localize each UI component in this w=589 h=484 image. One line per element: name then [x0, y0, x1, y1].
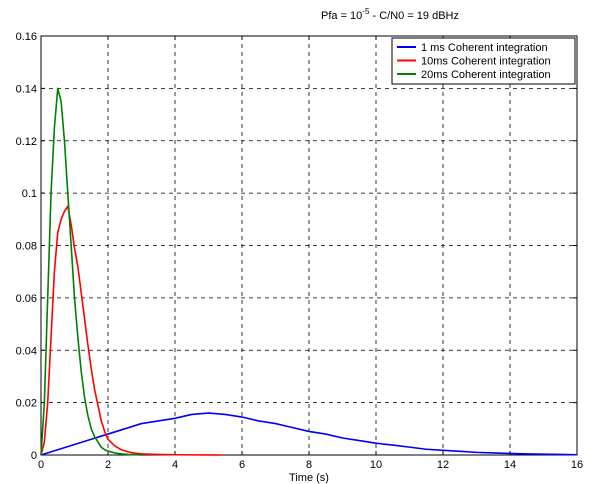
title-exponent: -5: [362, 7, 370, 16]
title-text-suffix: - C/N0 = 19 dBHz: [369, 10, 459, 22]
x-tick-label: 6: [239, 459, 245, 471]
series-lines: [40, 87, 578, 456]
x-axis-label: Time (s): [289, 472, 329, 484]
y-tick-label: 0.16: [16, 31, 37, 43]
legend-items: 1 ms Coherent integration 10ms Coherent i…: [397, 42, 551, 81]
legend-label: 10ms Coherent integration: [421, 56, 551, 68]
y-tick-label: 0.1: [22, 188, 37, 200]
x-tick-label: 12: [437, 459, 449, 471]
y-tick-label: 0: [31, 450, 37, 462]
x-tick-label: 8: [306, 459, 312, 471]
y-tick-label: 0.02: [16, 398, 37, 410]
y-tick-label: 0.04: [16, 345, 37, 357]
x-tick-label: 2: [105, 459, 111, 471]
legend: 1 ms Coherent integration 10ms Coherent i…: [391, 37, 576, 85]
y-tick-label: 0.14: [16, 83, 37, 95]
x-tick-label: 14: [504, 459, 516, 471]
x-tick-label: 10: [370, 459, 382, 471]
x-tick-label: 16: [571, 459, 583, 471]
legend-label: 1 ms Coherent integration: [421, 42, 548, 54]
chart-title: Pfa = 10-5 - C/N0 = 19 dBHz: [321, 7, 459, 22]
grid-lines: [41, 36, 577, 455]
y-tick-label: 0.08: [16, 241, 37, 253]
title-text: Pfa = 10: [321, 10, 362, 22]
legend-label: 20ms Coherent integration: [421, 69, 551, 81]
legend-box: [391, 37, 576, 85]
y-tick-label: 0.06: [16, 293, 37, 305]
x-tick-label: 4: [172, 459, 178, 471]
x-tick-label: 0: [38, 459, 44, 471]
y-tick-label: 0.12: [16, 136, 37, 148]
series-line-2: [40, 205, 222, 456]
x-axis-ticks: 0 2 4 6 8 10 12 14 16: [38, 36, 583, 471]
series-line-3: [40, 87, 142, 456]
y-axis-ticks: 0 0.02 0.04 0.06 0.08 0.1 0.12 0.14 0.16: [16, 31, 577, 462]
series-line-1: [40, 412, 578, 456]
